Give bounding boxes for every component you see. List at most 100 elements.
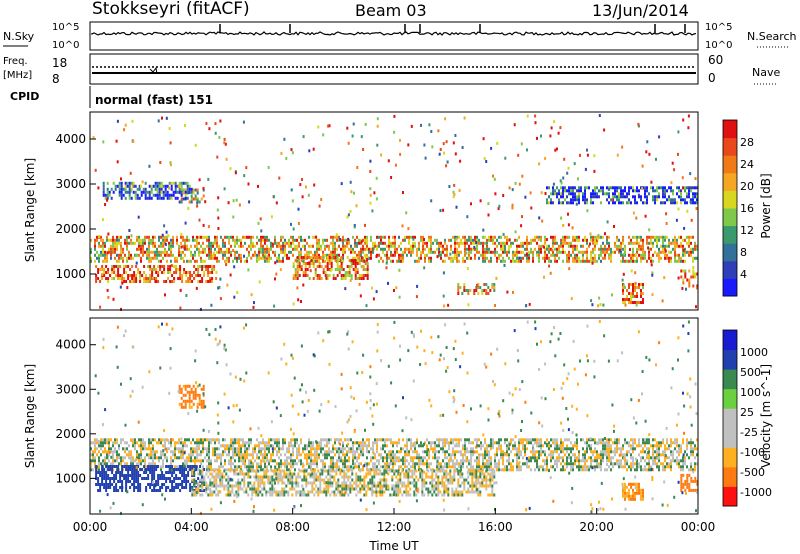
heatmap-cell	[520, 259, 522, 263]
heatmap-cell	[170, 253, 172, 257]
heatmap-cell	[200, 259, 202, 263]
heatmap-cell	[694, 186, 696, 190]
heatmap-cell	[492, 174, 494, 178]
heatmap-cell	[682, 438, 684, 442]
heatmap-cell	[192, 253, 194, 257]
heatmap-cell	[134, 441, 136, 445]
heatmap-cell	[516, 465, 518, 469]
heatmap-cell	[442, 294, 445, 298]
heatmap-cell	[248, 447, 250, 451]
heatmap-cell	[586, 450, 588, 454]
heatmap-cell	[522, 250, 524, 254]
heatmap-cell	[600, 459, 602, 463]
heatmap-cell	[290, 438, 292, 442]
heatmap-cell	[558, 444, 560, 448]
heatmap-cell	[680, 465, 682, 469]
heatmap-cell	[621, 278, 624, 282]
heatmap-cell	[593, 169, 596, 173]
heatmap-cell	[418, 259, 420, 263]
heatmap-cell	[442, 250, 444, 254]
heatmap-cell	[332, 244, 334, 248]
heatmap-cell	[176, 447, 178, 451]
heatmap-cell	[184, 441, 186, 445]
heatmap-cell	[658, 253, 660, 257]
heatmap-cell	[642, 301, 644, 304]
heatmap-cell	[278, 259, 280, 263]
heatmap-cell	[524, 450, 526, 454]
heatmap-cell	[152, 256, 154, 260]
heatmap-cell	[258, 450, 260, 454]
heatmap-cell	[656, 195, 658, 199]
heatmap-cell	[662, 195, 664, 199]
heatmap-cell	[552, 182, 555, 186]
heatmap-cell	[470, 256, 472, 260]
heatmap-cell	[318, 241, 320, 245]
heatmap-cell	[106, 198, 109, 202]
heatmap-cell	[97, 186, 100, 190]
colorbar-segment	[723, 190, 737, 209]
heatmap-cell	[588, 465, 590, 469]
heatmap-cell	[431, 145, 434, 149]
heatmap-cell	[614, 244, 616, 248]
heatmap-cell	[540, 438, 542, 442]
heatmap-cell	[536, 465, 538, 469]
heatmap-cell	[584, 468, 586, 472]
heatmap-cell	[658, 195, 660, 199]
heatmap-cell	[440, 462, 442, 466]
heatmap-cell	[294, 468, 296, 472]
heatmap-cell	[544, 259, 546, 263]
heatmap-cell	[172, 241, 174, 245]
heatmap-cell	[376, 447, 378, 451]
heatmap-cell	[602, 444, 604, 448]
heatmap-cell	[350, 447, 352, 451]
heatmap-cell	[284, 250, 286, 254]
heatmap-cell	[628, 189, 630, 193]
heatmap-cell	[550, 126, 553, 130]
heatmap-cell	[138, 241, 140, 245]
heatmap-cell	[490, 465, 492, 469]
heatmap-cell	[104, 241, 106, 245]
heatmap-cell	[508, 462, 510, 466]
heatmap-cell	[621, 145, 624, 149]
heatmap-cell	[375, 290, 378, 294]
heatmap-cell	[342, 244, 344, 248]
heatmap-cell	[318, 456, 320, 460]
heatmap-cell	[651, 293, 654, 297]
heatmap-cell	[448, 447, 450, 451]
heatmap-cell	[198, 444, 200, 448]
heatmap-cell	[356, 441, 358, 445]
heatmap-cell	[153, 265, 156, 268]
heatmap-cell	[596, 235, 598, 239]
heatmap-cell	[603, 128, 606, 132]
heatmap-cell	[406, 438, 408, 442]
heatmap-cell	[202, 441, 204, 445]
heatmap-cell	[169, 271, 172, 274]
heatmap-cell	[296, 238, 298, 242]
heatmap-cell	[414, 447, 416, 451]
heatmap-cell	[488, 468, 490, 472]
heatmap-cell	[550, 253, 552, 257]
heatmap-cell	[652, 241, 654, 245]
heatmap-cell	[586, 438, 588, 442]
heatmap-cell	[642, 201, 644, 205]
heatmap-cell	[670, 465, 672, 469]
heatmap-cell	[360, 274, 363, 277]
heatmap-cell	[154, 187, 157, 191]
heatmap-cell	[622, 256, 624, 260]
heatmap-cell	[158, 456, 160, 460]
heatmap-cell	[594, 238, 596, 242]
heatmap-cell	[384, 450, 386, 454]
heatmap-cell	[536, 441, 538, 445]
heatmap-cell	[658, 238, 660, 242]
heatmap-cell	[162, 459, 164, 463]
heatmap-cell	[180, 441, 182, 445]
heatmap-cell	[288, 468, 290, 472]
heatmap-cell	[317, 125, 320, 129]
heatmap-cell	[106, 251, 109, 255]
heatmap-cell	[310, 468, 312, 472]
heatmap-cell	[211, 271, 214, 274]
heatmap-cell	[326, 438, 328, 442]
heatmap-cell	[376, 124, 379, 128]
heatmap-cell	[620, 201, 622, 205]
heatmap-cell	[334, 241, 336, 245]
